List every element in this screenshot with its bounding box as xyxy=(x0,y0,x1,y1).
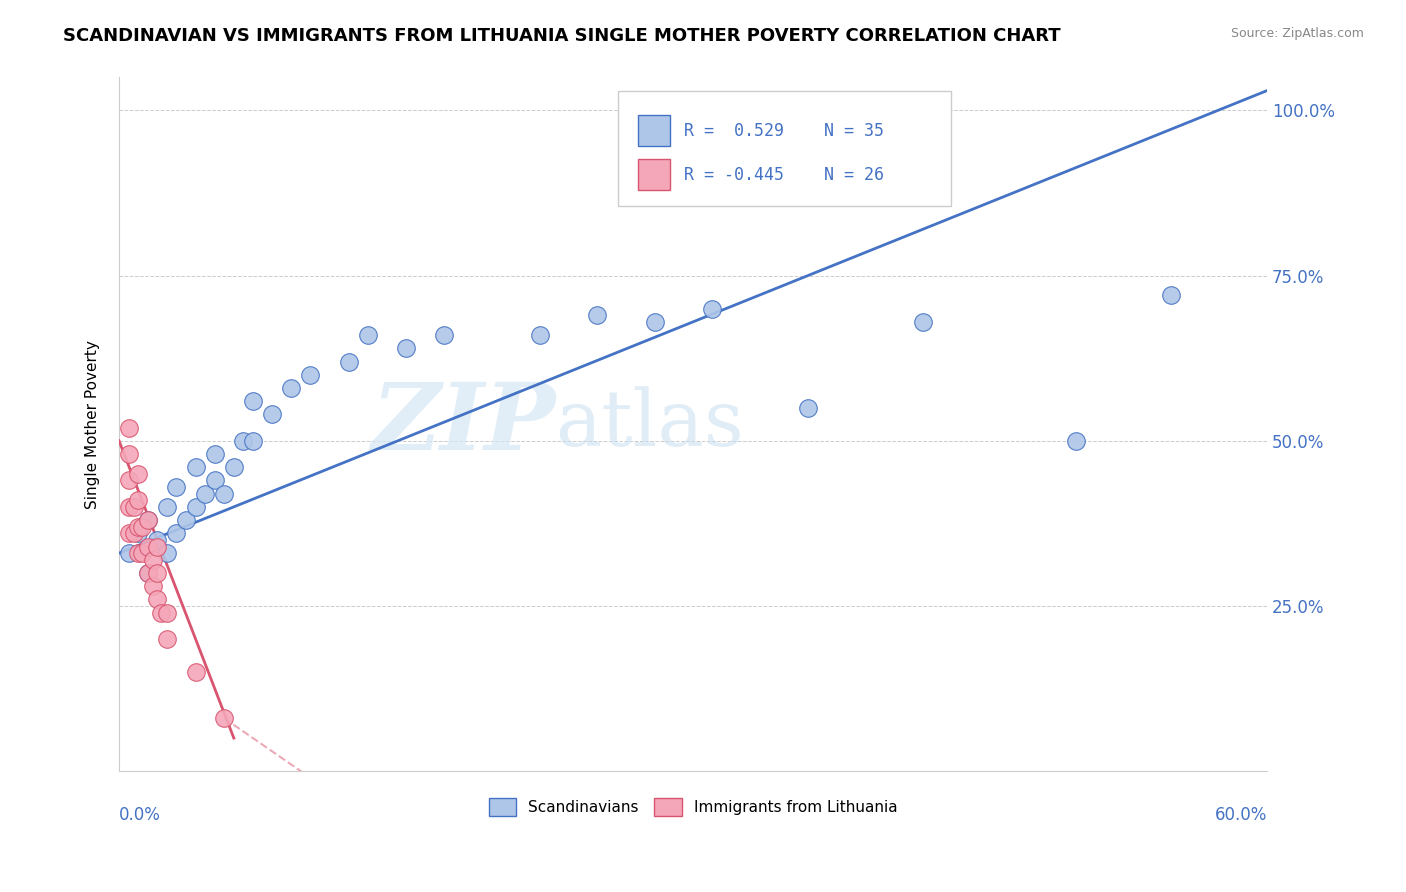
Point xyxy=(1160,288,1182,302)
Bar xyxy=(638,115,671,146)
Point xyxy=(184,500,207,514)
Point xyxy=(124,526,146,541)
Point xyxy=(204,474,226,488)
Point xyxy=(127,526,149,541)
Point xyxy=(242,394,264,409)
Point xyxy=(337,354,360,368)
Point xyxy=(174,513,197,527)
Point xyxy=(117,447,139,461)
Point xyxy=(131,519,153,533)
Point xyxy=(156,606,179,620)
Point xyxy=(222,460,245,475)
Point xyxy=(146,533,169,547)
Point xyxy=(146,592,169,607)
Point xyxy=(117,420,139,434)
Point xyxy=(586,308,609,322)
Point xyxy=(204,447,226,461)
Point xyxy=(146,566,169,580)
Point xyxy=(142,552,165,566)
Point xyxy=(156,546,179,560)
Point xyxy=(280,381,302,395)
Point xyxy=(194,486,217,500)
Text: Source: ZipAtlas.com: Source: ZipAtlas.com xyxy=(1230,27,1364,40)
Point xyxy=(797,401,820,415)
Point xyxy=(117,474,139,488)
Y-axis label: Single Mother Poverty: Single Mother Poverty xyxy=(86,340,100,508)
Point xyxy=(136,566,159,580)
Text: 0.0%: 0.0% xyxy=(120,805,160,824)
Point xyxy=(529,328,551,343)
Text: SCANDINAVIAN VS IMMIGRANTS FROM LITHUANIA SINGLE MOTHER POVERTY CORRELATION CHAR: SCANDINAVIAN VS IMMIGRANTS FROM LITHUANI… xyxy=(63,27,1062,45)
Text: ZIP: ZIP xyxy=(371,379,555,469)
FancyBboxPatch shape xyxy=(619,91,952,206)
Point xyxy=(262,408,284,422)
Legend: Scandinavians, Immigrants from Lithuania: Scandinavians, Immigrants from Lithuania xyxy=(482,791,904,822)
Point xyxy=(136,513,159,527)
Point xyxy=(214,711,236,725)
Point xyxy=(242,434,264,448)
Text: 60.0%: 60.0% xyxy=(1215,805,1267,824)
Point xyxy=(156,500,179,514)
Point xyxy=(644,315,666,329)
Point xyxy=(117,500,139,514)
Point xyxy=(395,341,418,355)
Point xyxy=(124,500,146,514)
Point xyxy=(136,513,159,527)
Point xyxy=(184,665,207,679)
Point xyxy=(433,328,456,343)
Point xyxy=(136,540,159,554)
Point xyxy=(700,301,723,316)
Point xyxy=(117,526,139,541)
Text: R =  0.529    N = 35: R = 0.529 N = 35 xyxy=(683,122,884,140)
Point xyxy=(357,328,380,343)
Point xyxy=(299,368,322,382)
Point xyxy=(136,566,159,580)
Point xyxy=(156,632,179,646)
Point xyxy=(146,540,169,554)
Point xyxy=(127,519,149,533)
Point xyxy=(184,460,207,475)
Text: R = -0.445    N = 26: R = -0.445 N = 26 xyxy=(683,166,884,184)
Point xyxy=(127,546,149,560)
Point xyxy=(232,434,254,448)
Point xyxy=(127,493,149,508)
Bar xyxy=(638,159,671,190)
Point xyxy=(1064,434,1087,448)
Point xyxy=(142,579,165,593)
Point xyxy=(911,315,934,329)
Point xyxy=(165,480,187,494)
Point xyxy=(117,546,139,560)
Point xyxy=(214,486,236,500)
Point xyxy=(150,606,173,620)
Point xyxy=(131,546,153,560)
Point xyxy=(127,467,149,481)
Text: atlas: atlas xyxy=(555,386,744,462)
Point xyxy=(165,526,187,541)
